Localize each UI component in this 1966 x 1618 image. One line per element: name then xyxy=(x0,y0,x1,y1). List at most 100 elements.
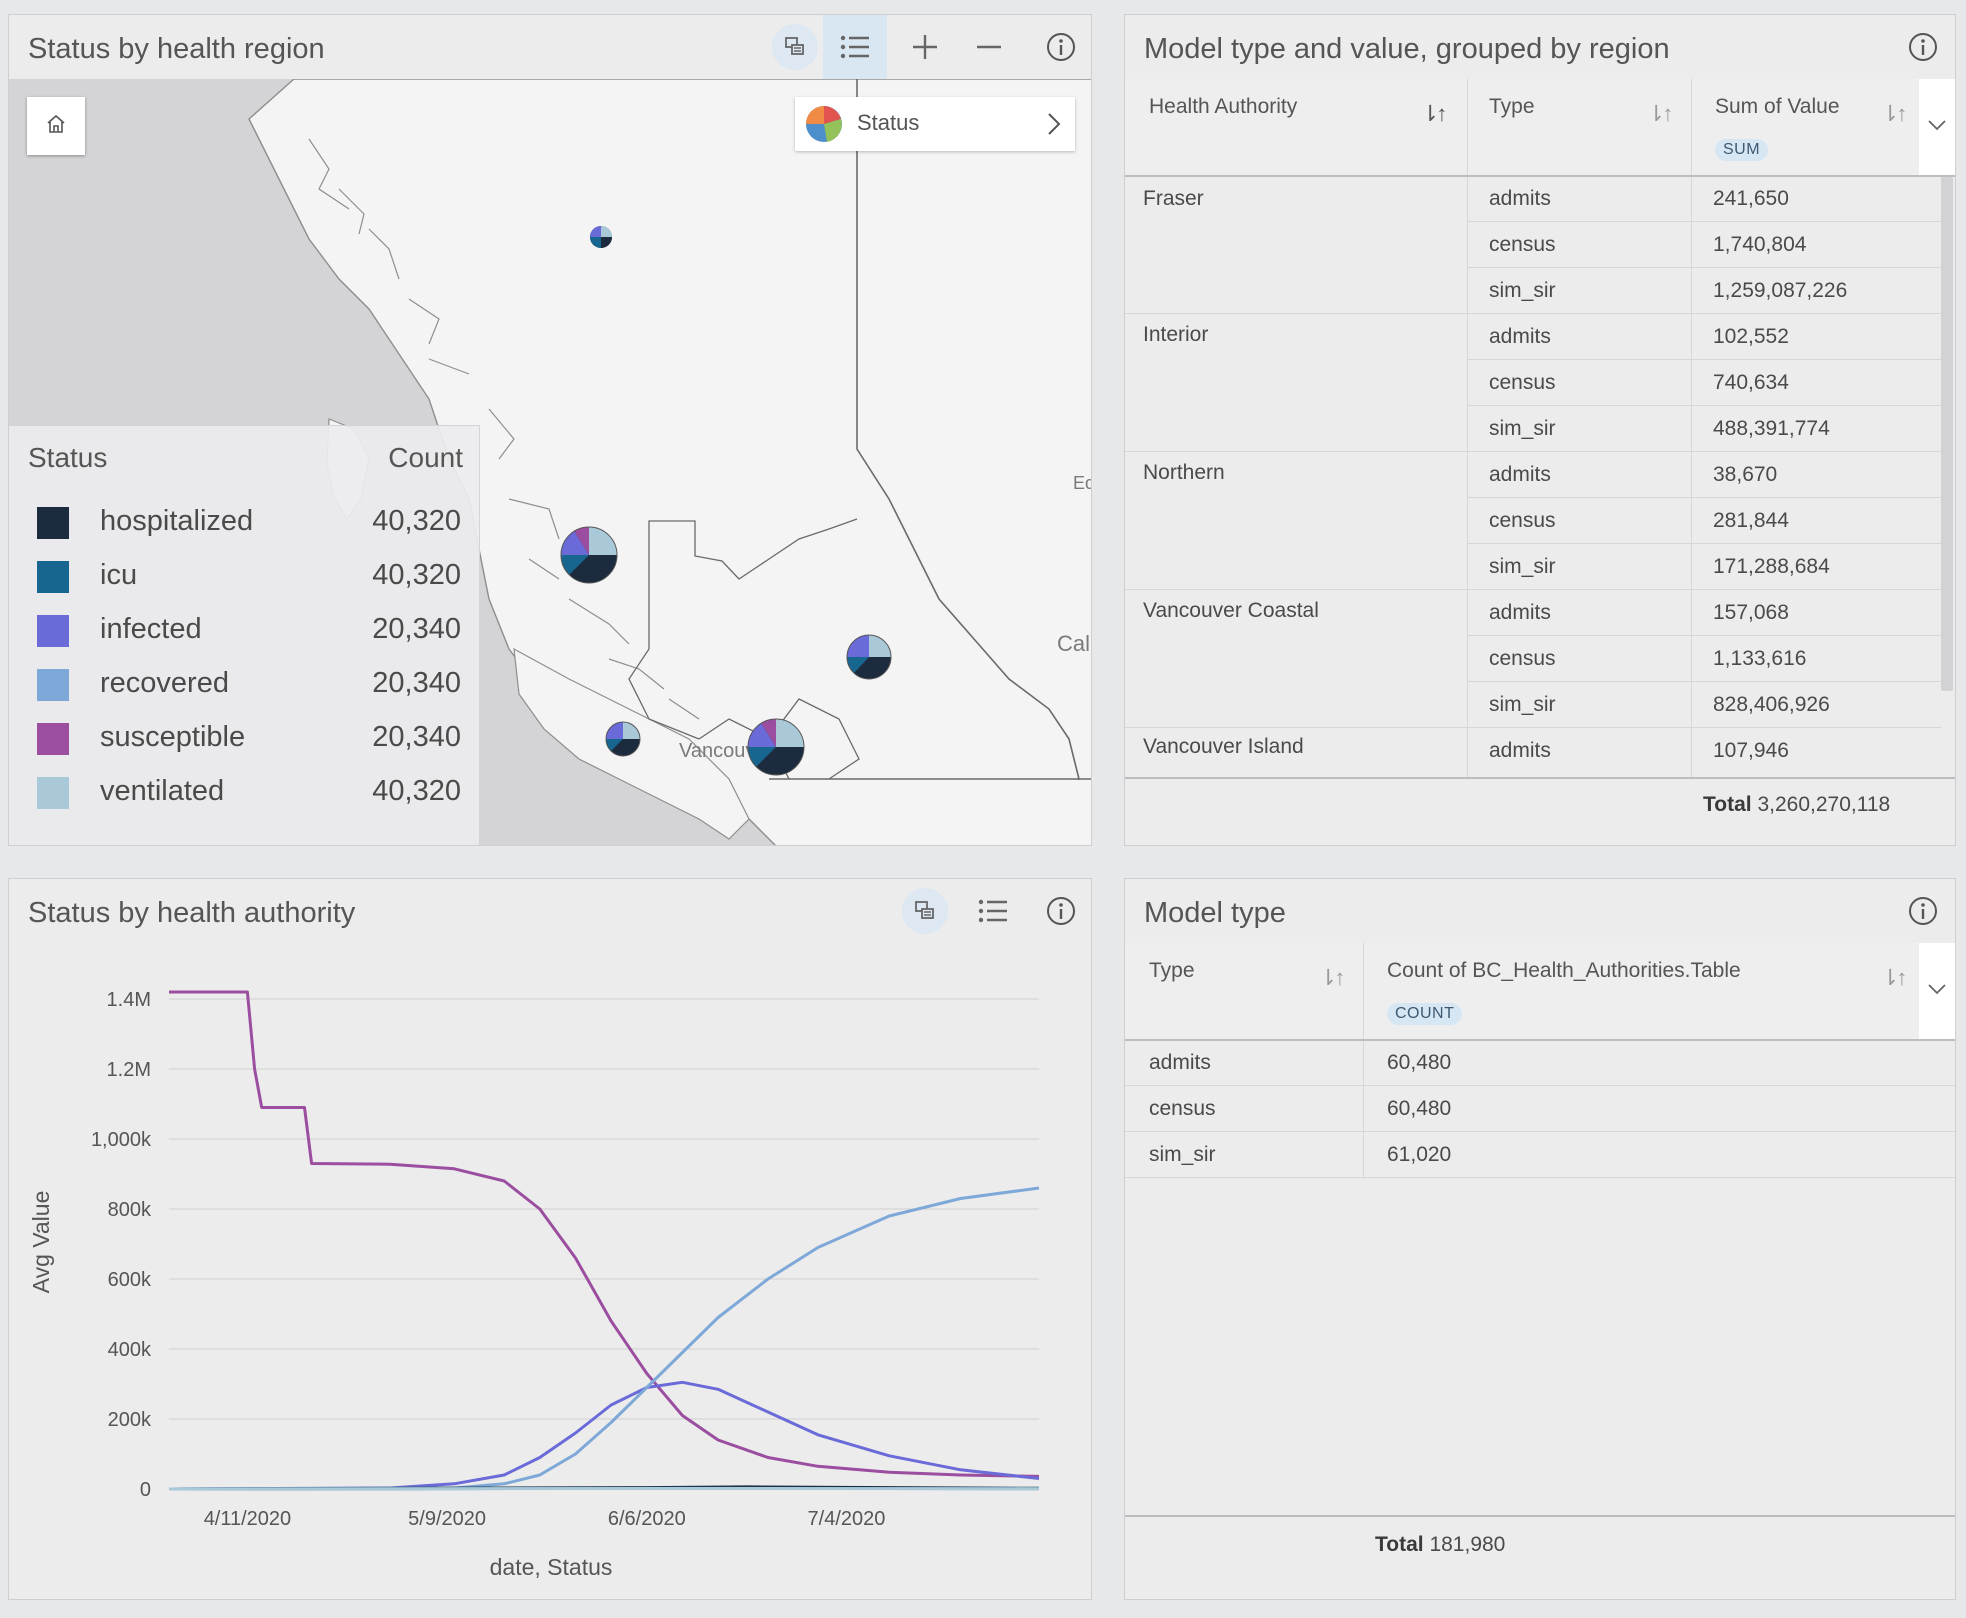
value-cell: 102,552 xyxy=(1713,325,1789,348)
count-table-body: admits 60,480 census 60,480 sim_sir 61,020 xyxy=(1125,1041,1955,1181)
column-divider xyxy=(1363,1041,1364,1179)
table-footer: Total 181,980 xyxy=(1125,1515,1955,1599)
pie-symbol-vancouver-island[interactable] xyxy=(605,721,641,757)
table-row[interactable]: census 1,740,804 xyxy=(1467,223,1941,268)
layer-list-button[interactable] xyxy=(763,15,827,79)
type-cell: census xyxy=(1489,371,1556,394)
chart-card: Status by health authority 0 200k 400k 600k… xyxy=(8,878,1092,1600)
sort-icon[interactable]: ⇂↑ xyxy=(1881,965,1907,990)
pie-symbol-north-coast[interactable] xyxy=(560,526,618,584)
legend-swatch-ventilated xyxy=(37,777,69,809)
map-card-title: Status by health region xyxy=(28,33,325,65)
sort-icon[interactable]: ⇂↑ xyxy=(1647,101,1673,126)
group-label: Interior xyxy=(1143,323,1209,346)
info-icon xyxy=(1046,32,1076,62)
legend-row: infected 20,340 xyxy=(9,604,479,658)
chart-card-title: Status by health authority xyxy=(28,897,356,929)
table-row[interactable]: census 740,634 xyxy=(1467,361,1941,406)
column-header-type[interactable]: Type xyxy=(1149,959,1195,982)
value-cell: 107,946 xyxy=(1713,739,1789,762)
column-header-count[interactable]: Count of BC_Health_Authorities.Table xyxy=(1387,959,1741,982)
line-chart[interactable]: 0 200k 400k 600k 800k 1,000k 1.2M 1.4M 4/11/2020… xyxy=(9,943,1092,1600)
table-row[interactable]: sim_sir 488,391,774 xyxy=(1125,407,1941,452)
zoom-out-button[interactable] xyxy=(957,15,1021,79)
value-cell: 740,634 xyxy=(1713,371,1789,394)
table-row[interactable]: sim_sir 828,406,926 xyxy=(1125,683,1941,728)
pie-symbol-fraser[interactable] xyxy=(747,718,805,776)
column-header-sum-of-value[interactable]: Sum of Value xyxy=(1715,95,1840,118)
series-line-ventilated[interactable] xyxy=(168,1487,1040,1491)
table-row[interactable]: admits 102,552 xyxy=(1467,315,1941,360)
info-button[interactable] xyxy=(1891,15,1955,79)
layer-list-button[interactable] xyxy=(893,879,957,943)
table-scrollbar[interactable] xyxy=(1941,177,1953,691)
type-cell: admits xyxy=(1489,325,1551,348)
pie-symbol-interior[interactable] xyxy=(846,634,892,680)
legend-row: susceptible 20,340 xyxy=(9,712,479,766)
info-button[interactable] xyxy=(1029,879,1091,943)
total-value: 181,980 xyxy=(1429,1533,1506,1556)
series-line-recovered[interactable] xyxy=(168,1186,1040,1491)
legend-button[interactable] xyxy=(961,879,1025,943)
column-header-health-authority[interactable]: Health Authority xyxy=(1149,95,1298,118)
table-row[interactable]: census 281,844 xyxy=(1467,499,1941,544)
legend-count: 20,340 xyxy=(372,721,461,753)
table-row[interactable]: admits 241,650 xyxy=(1467,177,1941,222)
legend-count: 20,340 xyxy=(372,667,461,699)
column-divider xyxy=(1467,79,1468,175)
type-cell: census xyxy=(1489,509,1556,532)
value-cell: 1,133,616 xyxy=(1713,647,1807,670)
table-row[interactable]: admits 157,068 xyxy=(1467,591,1941,636)
legend-label: hospitalized xyxy=(100,505,254,537)
layer-selector-label: Status xyxy=(857,110,920,135)
group-label: Vancouver Coastal xyxy=(1143,599,1319,622)
type-cell: sim_sir xyxy=(1489,693,1556,716)
table-row[interactable]: admits 107,946 xyxy=(1467,729,1941,774)
info-icon xyxy=(1908,896,1938,926)
value-cell: 171,288,684 xyxy=(1713,555,1830,578)
pie-symbol-northern[interactable] xyxy=(590,226,612,248)
type-cell: admits xyxy=(1489,739,1551,762)
count-badge: COUNT xyxy=(1387,1003,1463,1025)
legend-row: recovered 20,340 xyxy=(9,658,479,712)
layer-selector-button[interactable]: Status xyxy=(795,97,1075,151)
series-line-susceptible[interactable] xyxy=(169,990,1040,1478)
table-total: Total 181,980 xyxy=(1375,1533,1505,1557)
type-cell: census xyxy=(1489,647,1556,670)
table-row[interactable]: admits 60,480 xyxy=(1125,1041,1955,1086)
legend-icon xyxy=(840,34,870,60)
column-header-type[interactable]: Type xyxy=(1489,95,1535,118)
table-row[interactable]: sim_sir 1,259,087,226 xyxy=(1125,269,1941,314)
x-axis-label: date, Status xyxy=(490,1554,613,1580)
table-row[interactable]: census 60,480 xyxy=(1125,1087,1955,1132)
table-row[interactable]: sim_sir 171,288,684 xyxy=(1125,545,1941,590)
legend-label: recovered xyxy=(100,667,229,699)
grouped-table-title: Model type and value, grouped by region xyxy=(1144,33,1670,65)
count-cell: 60,480 xyxy=(1387,1051,1452,1074)
sort-ascending-icon[interactable]: ⇂↑ xyxy=(1421,101,1447,126)
legend-count: 20,340 xyxy=(372,613,461,645)
sort-icon[interactable]: ⇂↑ xyxy=(1881,101,1907,126)
type-cell: admits xyxy=(1489,187,1551,210)
sort-icon[interactable]: ⇂↑ xyxy=(1319,965,1345,990)
table-row[interactable]: admits 38,670 xyxy=(1467,453,1941,498)
column-menu-button[interactable] xyxy=(1919,79,1955,175)
legend-row: icu 40,320 xyxy=(9,550,479,604)
table-row[interactable]: sim_sir 61,020 xyxy=(1125,1133,1955,1178)
zoom-in-button[interactable] xyxy=(893,15,957,79)
y-tick-label: 1.2M xyxy=(107,1059,151,1081)
table-total: Total 3,260,270,118 xyxy=(1703,793,1890,817)
table-row[interactable]: census 1,133,616 xyxy=(1467,637,1941,682)
value-cell: 38,670 xyxy=(1713,463,1778,486)
map-view[interactable]: Vancouver Ed Cal xyxy=(9,79,1091,845)
legend-button[interactable] xyxy=(823,15,887,79)
info-button[interactable] xyxy=(1029,15,1091,79)
info-icon xyxy=(1908,32,1938,62)
y-tick-label: 1.4M xyxy=(107,989,151,1011)
info-icon xyxy=(1046,896,1076,926)
column-menu-button[interactable] xyxy=(1919,943,1955,1039)
pie-chart-icon xyxy=(805,105,843,148)
info-button[interactable] xyxy=(1891,879,1955,943)
map-card: Status by health region xyxy=(8,14,1092,846)
home-button[interactable] xyxy=(27,97,85,155)
